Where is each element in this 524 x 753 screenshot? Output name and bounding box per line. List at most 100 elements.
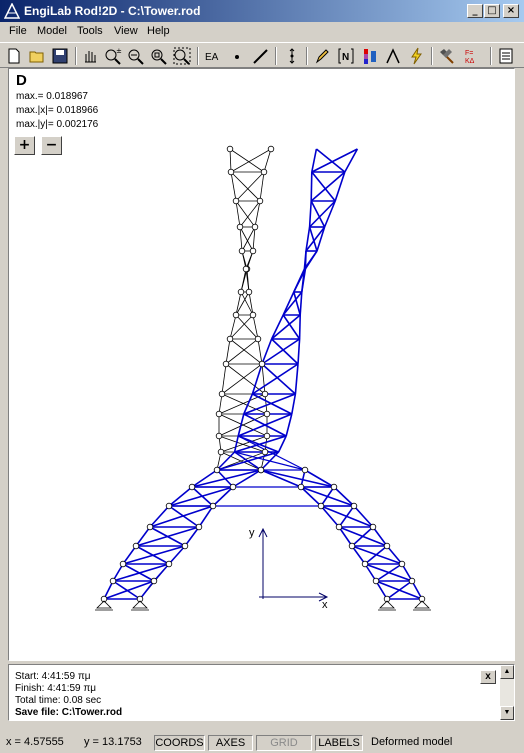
model-canvas[interactable]: D max.= 0.018967 max.|x|= 0.018966 max.|… [8,68,515,661]
minimize-button[interactable]: _ [467,4,483,18]
coords-toggle[interactable]: COORDS [154,735,205,751]
truss-node[interactable] [232,197,240,205]
open-button[interactable] [27,46,47,66]
truss-node[interactable] [267,145,275,153]
node-button[interactable] [227,46,247,66]
truss-node[interactable] [348,542,356,550]
truss-node[interactable] [209,502,217,510]
zoom-out-button[interactable] [126,46,146,66]
menu-help[interactable]: Help [147,25,170,37]
truss-node[interactable] [136,595,144,603]
truss-node[interactable] [372,577,380,585]
section-properties-button[interactable]: EA [202,46,222,66]
truss-node[interactable] [188,483,196,491]
force-button[interactable]: F= KΔ [462,46,482,66]
truss-node[interactable] [350,502,358,510]
log-scrollbar[interactable]: ▲ ▼ [500,665,514,720]
truss-node[interactable] [263,432,271,440]
truss-node[interactable] [195,523,203,531]
lambda-button[interactable] [383,46,403,66]
report-button[interactable] [496,46,516,66]
truss-node[interactable] [109,577,117,585]
bracket-n-button[interactable]: N [336,46,356,66]
truss-drawing[interactable] [9,69,514,660]
truss-node[interactable] [222,360,230,368]
maximize-button[interactable]: □ [484,4,500,18]
truss-node[interactable] [226,145,234,153]
truss-node[interactable] [383,595,391,603]
truss-node[interactable] [165,502,173,510]
truss-node[interactable] [258,360,266,368]
lightning-button[interactable] [406,46,426,66]
truss-node[interactable] [301,466,309,474]
truss-node[interactable] [249,311,257,319]
truss-node[interactable] [132,542,140,550]
truss-node[interactable] [263,410,271,418]
truss-node[interactable] [238,247,246,255]
truss-node[interactable] [227,168,235,176]
truss-node[interactable] [398,560,406,568]
truss-node[interactable] [237,288,245,296]
truss-node[interactable] [218,390,226,398]
scroll-down-arrow-icon[interactable]: ▼ [500,706,514,720]
truss-node[interactable] [361,560,369,568]
truss-node[interactable] [245,288,253,296]
labels-toggle[interactable]: LABELS [315,735,363,751]
truss-node[interactable] [146,523,154,531]
truss-node[interactable] [260,168,268,176]
menu-tools[interactable]: Tools [77,25,103,37]
truss-node[interactable] [232,311,240,319]
scale-up-button[interactable]: + [14,136,35,155]
menu-model[interactable]: Model [37,25,67,37]
truss-node[interactable] [217,448,225,456]
hammer-button[interactable] [437,46,457,66]
truss-node[interactable] [215,410,223,418]
truss-node[interactable] [181,542,189,550]
zoom-in-button[interactable]: ± [103,46,123,66]
grid-toggle[interactable]: GRID [256,735,312,751]
truss-node[interactable] [242,265,250,273]
truss-node[interactable] [330,483,338,491]
truss-node[interactable] [261,390,269,398]
truss-node[interactable] [215,432,223,440]
truss-node[interactable] [317,502,325,510]
scale-down-button[interactable]: − [41,136,62,155]
menu-file[interactable]: File [9,25,27,37]
pan-button[interactable] [80,46,100,66]
deformed-member [344,148,359,173]
truss-node[interactable] [254,335,262,343]
axes-toggle[interactable]: AXES [208,735,253,751]
truss-node[interactable] [297,483,305,491]
truss-node[interactable] [257,466,265,474]
truss-node[interactable] [226,335,234,343]
save-icon [52,48,68,64]
truss-node[interactable] [236,223,244,231]
close-button[interactable]: × [503,4,519,18]
pencil-button[interactable] [312,46,332,66]
truss-node[interactable] [261,448,269,456]
truss-node[interactable] [251,223,259,231]
log-close-button[interactable]: x [480,670,496,684]
truss-node[interactable] [408,577,416,585]
truss-node[interactable] [100,595,108,603]
menu-view[interactable]: View [114,25,138,37]
element-button[interactable] [250,46,270,66]
truss-node[interactable] [383,542,391,550]
truss-node[interactable] [229,483,237,491]
truss-node[interactable] [213,466,221,474]
support-button[interactable] [282,46,302,66]
scroll-up-arrow-icon[interactable]: ▲ [500,665,514,679]
truss-node[interactable] [256,197,264,205]
truss-node[interactable] [119,560,127,568]
truss-node[interactable] [150,577,158,585]
truss-node[interactable] [418,595,426,603]
truss-node[interactable] [335,523,343,531]
zoom-extents-button[interactable] [172,46,192,66]
zoom-window-button[interactable] [149,46,169,66]
truss-node[interactable] [369,523,377,531]
truss-node[interactable] [165,560,173,568]
color-scale-button[interactable] [360,46,380,66]
new-button[interactable] [4,46,24,66]
save-button[interactable] [50,46,70,66]
truss-node[interactable] [249,247,257,255]
